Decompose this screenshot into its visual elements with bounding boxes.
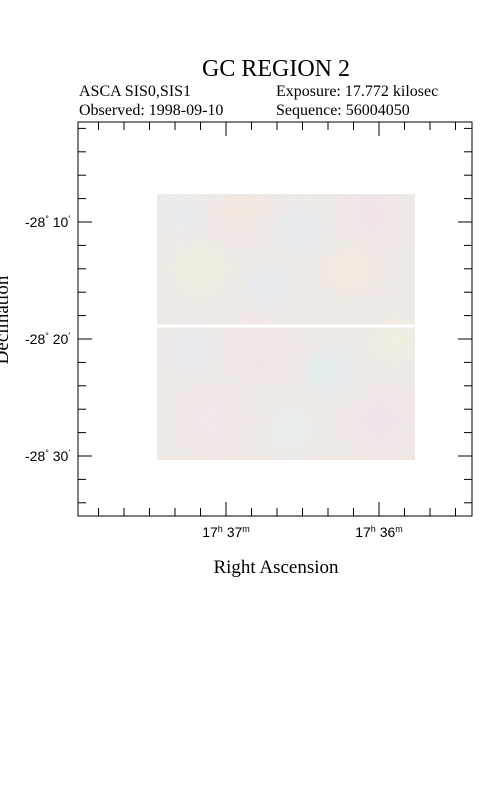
tick-label-unit: ′ xyxy=(68,448,70,458)
x-axis-label: Right Ascension xyxy=(213,557,339,578)
sequence: Sequence: 56004050 xyxy=(276,102,410,119)
instrument: ASCA SIS0,SIS1 xyxy=(79,83,191,100)
tick-label-part: 36 xyxy=(376,524,396,540)
ticks xyxy=(78,122,472,516)
tick-label-unit: ° xyxy=(45,331,49,341)
tick-label-unit: h xyxy=(218,524,223,534)
title: GC REGION 2 xyxy=(202,56,350,82)
tick-label: -28° 20′ xyxy=(25,331,70,347)
tick-label: 17h 36m xyxy=(355,524,403,540)
tick-label-unit: m xyxy=(395,524,403,534)
tick-label-unit: ′ xyxy=(68,331,70,341)
tick-label-unit: ′ xyxy=(68,214,70,224)
tick-label-part: 17 xyxy=(355,524,371,540)
tick-label-part: -28 xyxy=(25,448,45,464)
tick-label-unit: m xyxy=(242,524,250,534)
tick-label: 17h 37m xyxy=(202,524,250,540)
plot-frame xyxy=(77,121,473,517)
tick-label: -28° 30′ xyxy=(25,448,70,464)
tick-label-part: 17 xyxy=(202,524,218,540)
tick-label-part: 20 xyxy=(49,331,69,347)
tick-label-part: 30 xyxy=(49,448,69,464)
y-axis-label: Declination xyxy=(0,275,13,364)
tick-label-part: 10 xyxy=(49,214,69,230)
tick-label-part: 37 xyxy=(223,524,243,540)
tick-label-part: -28 xyxy=(25,331,45,347)
tick-label-unit: ° xyxy=(45,214,49,224)
observed: Observed: 1998-09-10 xyxy=(79,102,223,119)
sky-image xyxy=(157,194,415,460)
tick-label-unit: ° xyxy=(45,448,49,458)
tick-label-unit: h xyxy=(371,524,376,534)
tick-label: -28° 10′ xyxy=(25,214,70,230)
tick-label-part: -28 xyxy=(25,214,45,230)
exposure: Exposure: 17.772 kilosec xyxy=(276,83,438,100)
